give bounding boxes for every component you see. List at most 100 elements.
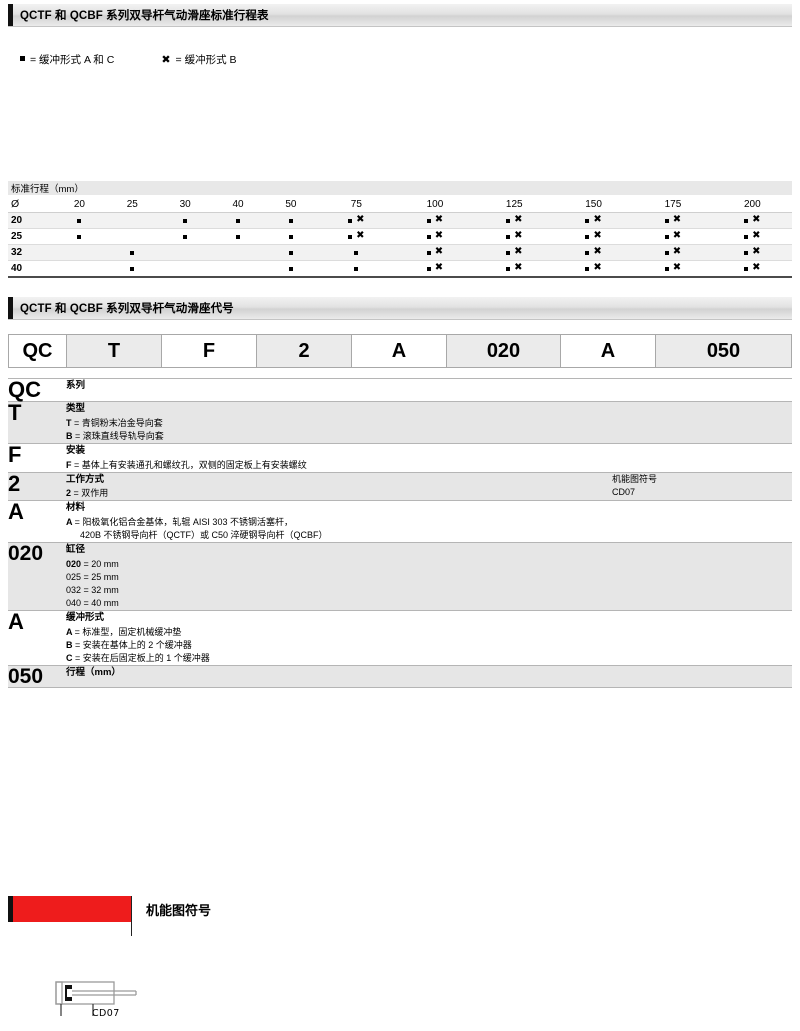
cross-marker-icon: ✖: [752, 262, 761, 273]
legend-square-label: = 缓冲形式 A 和 C: [30, 54, 115, 66]
description-side-cell: [612, 442, 792, 473]
square-marker-icon: [348, 219, 353, 223]
availability-markers: [77, 219, 82, 223]
stroke-column-header: 20: [53, 195, 106, 213]
square-marker-icon: [744, 267, 749, 271]
description-heading: 材料: [66, 502, 86, 514]
square-marker-icon: [236, 235, 241, 239]
side-symbol-title: 机能图符号: [612, 473, 658, 484]
description-code-cell: 050: [8, 665, 66, 689]
cross-marker-icon: ✖: [752, 230, 761, 241]
description-heading: 系列: [66, 380, 86, 391]
stroke-availability-cell: [264, 244, 318, 261]
code-segment-a: A: [560, 334, 655, 368]
cross-marker-icon: ✖: [434, 214, 444, 225]
stroke-table-row: 25 ✖ ✖ ✖ ✖ ✖ ✖: [8, 228, 792, 245]
stroke-availability-cell: [158, 228, 212, 245]
stroke-availability-cell: [53, 260, 106, 278]
description-row: 050 行程（mm）: [8, 665, 792, 689]
square-marker-icon: [506, 267, 511, 271]
model-code-strip: QC T F 2 A 020 A 050: [8, 334, 792, 368]
header-accent-bar: [8, 4, 13, 26]
stroke-column-header: 50: [264, 195, 318, 213]
description-code-cell: 020: [8, 542, 66, 612]
square-marker-icon: [426, 251, 431, 255]
description-side-cell: [612, 665, 792, 689]
stroke-table-row: 20 ✖ ✖ ✖ ✖ ✖ ✖: [8, 212, 792, 229]
description-body-cell: 行程（mm）: [66, 665, 612, 689]
availability-markers: ✖: [426, 231, 443, 242]
description-option-line: 2 = 双作用: [66, 488, 109, 499]
description-row: T 类型 T = 青铜粉末冶金导向套 B = 滚珠直线导轨导向套: [8, 401, 792, 444]
code-segment-t: T: [66, 334, 161, 368]
description-table-body: QC 系列 T 类型 T = 青铜粉末冶金导向套 B = 滚珠直线导轨导向套 F 安装 F = …: [8, 378, 792, 689]
availability-markers: ✖: [585, 215, 602, 226]
description-row: F 安装 F = 基体上有安装通孔和螺纹孔，双侧的固定板上有安装螺纹: [8, 442, 792, 473]
description-heading: 安装: [66, 444, 86, 456]
square-marker-icon: [664, 235, 669, 239]
section-header-code-title: QCTF 和 QCBF 系列双导杆气动滑座代号: [20, 303, 234, 315]
description-option-line: A = 阳极氧化铝合金基体，轧辊 AISI 303 不锈钢活塞杆，: [66, 517, 293, 528]
code-segment-a: A: [351, 334, 446, 368]
description-option-line: 020 = 20 mm: [66, 559, 119, 570]
description-body-cell: 类型 T = 青铜粉末冶金导向套 B = 滚珠直线导轨导向套: [66, 401, 612, 444]
square-marker-icon: [744, 235, 749, 239]
cylinder-symbol-code: CD07: [92, 1008, 120, 1019]
stroke-availability-cell: [264, 212, 318, 229]
stroke-availability-cell: ✖: [633, 260, 713, 278]
stroke-availability-cell: ✖: [553, 212, 634, 229]
cross-marker-icon: ✖: [514, 262, 523, 273]
legend-cross-label: = 缓冲形式 B: [175, 54, 237, 66]
square-marker-icon: [288, 235, 293, 239]
stroke-availability-cell: ✖: [712, 244, 792, 261]
stroke-availability-cell: [158, 244, 212, 261]
stroke-table-caption: 标准行程（mm）: [8, 181, 792, 196]
description-row: QC 系列: [8, 378, 792, 402]
stroke-column-header: 150: [553, 195, 634, 213]
square-marker-icon: [183, 235, 188, 239]
availability-markers: [130, 251, 135, 255]
cross-marker-icon: ✖: [593, 230, 602, 241]
square-marker-icon: [506, 219, 511, 223]
availability-markers: ✖: [664, 263, 681, 274]
stroke-availability-cell: ✖: [474, 244, 554, 261]
stroke-availability-cell: [264, 260, 318, 278]
square-marker-icon: [664, 219, 669, 223]
stroke-availability-cell: ✖: [633, 212, 713, 229]
stroke-row-bore-label: 40: [8, 260, 53, 278]
stroke-availability-cell: [53, 212, 106, 229]
description-body-cell: 系列: [66, 378, 612, 402]
description-option-line: C = 安装在后固定板上的 1 个缓冲器: [66, 653, 210, 664]
stroke-availability-cell: [53, 244, 106, 261]
availability-markers: [288, 219, 293, 223]
stroke-availability-cell: ✖: [395, 228, 475, 245]
stroke-availability-cell: [105, 244, 159, 261]
availability-markers: ✖: [348, 214, 365, 226]
stroke-row-bore-label: 32: [8, 244, 53, 261]
cross-marker-icon: ✖: [672, 246, 682, 257]
cross-marker-icon: ✖: [593, 262, 602, 273]
stroke-table-diameter-symbol: Ø: [8, 195, 53, 213]
availability-markers: ✖: [585, 247, 602, 258]
stroke-row-bore-label: 20: [8, 212, 53, 229]
legend-entry-cross: ✖ = 缓冲形式 B: [161, 52, 236, 67]
stroke-availability-cell: ✖: [474, 260, 554, 278]
square-marker-icon: [585, 219, 590, 223]
stroke-availability-cell: ✖: [633, 228, 713, 245]
description-side-cell: [612, 401, 792, 444]
description-option-line: B = 滚珠直线导轨导向套: [66, 430, 164, 441]
stroke-availability-cell: [105, 212, 159, 229]
description-option-line: F = 基体上有安装通孔和螺纹孔，双侧的固定板上有安装螺纹: [66, 459, 307, 470]
availability-markers: [183, 219, 188, 223]
description-code-cell: A: [8, 610, 66, 667]
stroke-availability-cell: ✖: [712, 260, 792, 278]
stroke-availability-cell: ✖: [474, 228, 554, 245]
description-body-cell: 安装 F = 基体上有安装通孔和螺纹孔，双侧的固定板上有安装螺纹: [66, 442, 612, 473]
availability-markers: ✖: [744, 215, 760, 226]
stroke-availability-cell: [317, 260, 396, 278]
availability-markers: ✖: [664, 231, 681, 242]
cross-marker-icon: ✖: [356, 214, 365, 225]
description-heading: 类型: [66, 403, 86, 414]
stroke-availability-cell: ✖: [553, 260, 634, 278]
description-side-cell: [612, 542, 792, 612]
